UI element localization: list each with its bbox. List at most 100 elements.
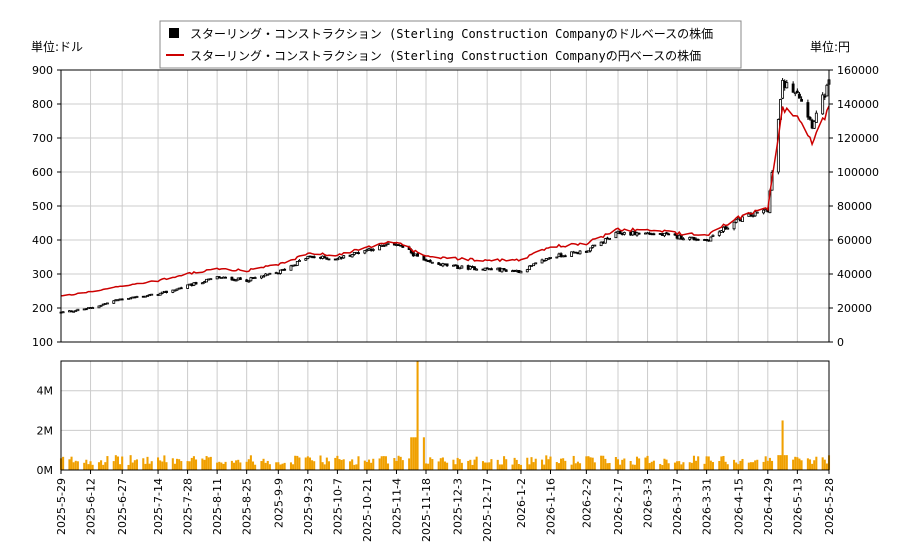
volume-bar <box>368 459 371 470</box>
volume-bar <box>427 463 430 470</box>
candle-body <box>312 256 316 259</box>
x-tick-label: 2025-10-7 <box>331 478 344 535</box>
volume-bar <box>165 462 168 470</box>
volume-bar <box>370 462 373 470</box>
volume-bar <box>678 461 681 470</box>
volume-bar <box>781 420 784 470</box>
x-tick-label: 2025-6-27 <box>116 478 129 535</box>
volume-bar <box>646 455 649 470</box>
candle-body <box>160 291 164 294</box>
volume-bar <box>441 457 444 470</box>
volume-bar <box>218 461 221 470</box>
candle-body <box>430 261 434 264</box>
volume-bar <box>83 462 86 470</box>
volume-bar <box>161 461 164 470</box>
candle-body <box>709 236 713 242</box>
volume-bar <box>62 456 65 470</box>
volume-bar <box>648 463 651 470</box>
volume-bar <box>467 460 470 470</box>
volume-bar <box>692 455 695 470</box>
candle-body <box>711 234 715 237</box>
candle-body <box>363 250 367 254</box>
x-tick-label: 2026-5-28 <box>823 478 836 535</box>
candle-body <box>673 233 677 236</box>
x-tick-label: 2026-4-15 <box>732 478 745 535</box>
candle-body <box>741 216 744 222</box>
volume-bar <box>619 464 622 470</box>
volume-bar <box>439 458 442 470</box>
candle-body <box>378 245 382 251</box>
volume-bar <box>735 462 738 470</box>
candle-body <box>99 304 103 307</box>
candle-body <box>371 249 375 251</box>
volume-bar <box>587 456 590 470</box>
volume-bar <box>89 461 92 470</box>
volume-bar <box>798 458 801 470</box>
candle-body <box>416 253 420 257</box>
volume-plot-frame <box>60 360 830 471</box>
volume-bar <box>800 460 803 470</box>
volume-bar <box>133 460 136 470</box>
volume-bar <box>709 460 712 470</box>
volume-bar <box>513 457 516 470</box>
volume-bar <box>511 464 514 470</box>
candle-body <box>186 284 190 289</box>
volume-bar <box>576 461 579 470</box>
candle-body <box>91 307 95 309</box>
volume-bar <box>469 459 472 470</box>
volume-bar <box>747 462 750 470</box>
volume-tick-label: 0M <box>37 464 54 477</box>
volume-bars <box>59 361 831 470</box>
volume-bar <box>541 459 544 470</box>
candle-body <box>194 282 198 285</box>
volume-bar <box>116 456 119 470</box>
volume-bar <box>574 463 577 470</box>
candle-body <box>297 259 301 262</box>
volume-bar <box>260 461 263 470</box>
volume-bar <box>232 462 236 470</box>
x-tick-label: 2025-8-11 <box>211 478 224 535</box>
right-unit-label: 単位:円 <box>810 39 850 54</box>
volume-bar <box>705 456 708 470</box>
x-tick-label: 2026-3-17 <box>671 478 684 535</box>
volume-bar <box>254 464 257 470</box>
volume-bar <box>635 456 639 470</box>
volume-bar <box>564 460 567 470</box>
volume-bar <box>665 459 668 470</box>
volume-bar <box>720 456 723 470</box>
volume-bar <box>811 463 814 470</box>
volume-tick-label: 4M <box>37 385 54 398</box>
volume-bar <box>393 458 396 470</box>
volume-bar <box>697 456 700 470</box>
candle-body <box>681 238 685 241</box>
volume-bar <box>146 456 149 470</box>
candle-body <box>608 237 612 240</box>
candle-body <box>532 263 536 267</box>
volume-bar <box>785 455 788 470</box>
volume-bar <box>321 462 324 470</box>
candle-body <box>555 256 559 259</box>
left-tick-label: 100 <box>32 336 53 349</box>
volume-bar <box>304 457 307 470</box>
volume-bar <box>144 463 147 470</box>
volume-bar <box>319 455 322 470</box>
volume-bar <box>505 459 508 470</box>
volume-bar <box>148 463 151 470</box>
volume-bar <box>591 457 594 470</box>
volume-bar <box>458 459 461 470</box>
candle-body <box>179 287 183 290</box>
candle-body <box>205 278 209 283</box>
volume-bar <box>711 462 714 470</box>
candle-body <box>475 268 479 271</box>
volume-bar <box>129 455 132 470</box>
volume-bar <box>792 459 795 470</box>
volume-bar <box>176 458 179 470</box>
candle-body <box>266 273 270 276</box>
candle-body <box>825 84 829 97</box>
legend-usd-label: スターリング・コンストラクション (Sterling Construction … <box>190 26 713 41</box>
candle-body <box>200 282 204 285</box>
candle-body <box>247 280 251 283</box>
candle-body <box>622 232 626 235</box>
volume-bar <box>159 460 162 470</box>
volume-bar <box>737 464 740 470</box>
